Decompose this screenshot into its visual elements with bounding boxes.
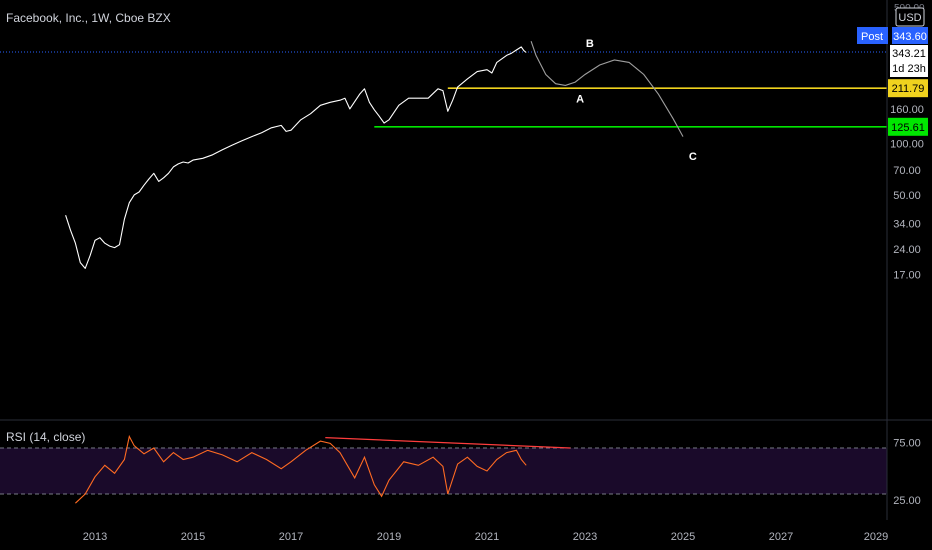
wave-label: B (586, 38, 594, 50)
rsi-pane (0, 434, 887, 504)
post-price-tag (892, 27, 928, 44)
last-price-tag (890, 45, 928, 77)
price-pane: 211.79 125.61 B A C (0, 38, 928, 269)
level-label: 211.79 (892, 83, 925, 95)
time-axis-tick: 2021 (475, 531, 499, 543)
currency-button[interactable] (895, 7, 925, 27)
time-axis-tick: 2017 (279, 531, 303, 543)
time-axis-tick: 2027 (769, 531, 793, 543)
price-axis-tick: 50.00 (893, 190, 921, 202)
rsi-title[interactable]: RSI (14, close) (6, 430, 85, 444)
time-axis-tick: 2025 (671, 531, 695, 543)
countdown-label: 1d 23h (892, 63, 926, 75)
time-axis-tick: 2013 (83, 531, 107, 543)
axes: 17.00 24.00 34.00 50.00 70.00 100.00 160.00 75.… (83, 104, 924, 543)
chart-title[interactable]: Facebook, Inc., 1W, Cboe BZX (6, 11, 171, 25)
post-tag (857, 27, 888, 44)
price-axis-tick: 34.00 (893, 218, 921, 230)
wave-label: C (689, 151, 697, 163)
level-tag (888, 79, 928, 98)
currency-label: USD (898, 12, 921, 24)
rsi-axis-tick: 25.00 (893, 495, 921, 507)
time-axis-tick: 2023 (573, 531, 597, 543)
post-price-label: 343.60 (893, 31, 927, 43)
time-axis-tick: 2015 (181, 531, 205, 543)
time-axis-tick: 2029 (864, 531, 888, 543)
last-price-label: 343.21 (892, 48, 926, 60)
price-series-line (65, 46, 527, 269)
projection-curve (530, 41, 684, 137)
price-axis-tick: 24.00 (893, 244, 921, 256)
level-label: 125.61 (891, 122, 925, 134)
rsi-trendline[interactable] (325, 436, 571, 449)
post-tag-label: Post (861, 31, 883, 43)
time-axis-tick: 2019 (377, 531, 401, 543)
level-tag (888, 117, 928, 136)
rsi-axis-tick: 75.00 (893, 437, 921, 449)
price-axis-tick: 100.00 (890, 139, 924, 151)
price-axis-tick: 17.00 (893, 270, 921, 282)
wave-label: A (576, 93, 584, 105)
price-axis-tick: 70.00 (893, 165, 921, 177)
rsi-series-line (75, 434, 527, 504)
price-axis-tick: 160.00 (890, 104, 924, 116)
